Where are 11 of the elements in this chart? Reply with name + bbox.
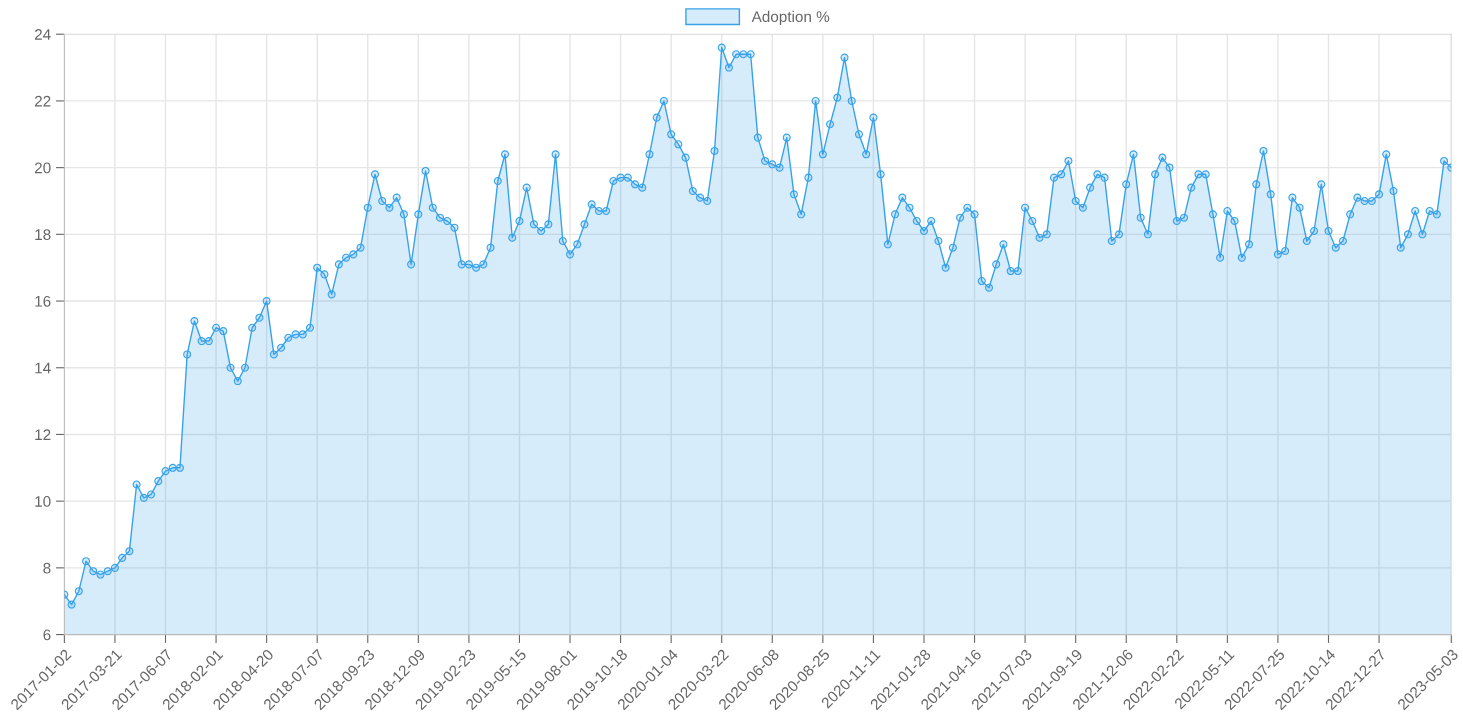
y-tick-label: 6 <box>43 629 51 641</box>
y-tick-label: 12 <box>35 429 51 440</box>
legend-label: Adoption % <box>751 10 830 26</box>
y-tick-label: 10 <box>35 496 51 507</box>
y-tick-label: 20 <box>34 162 51 174</box>
y-tick-label: 22 <box>34 95 51 107</box>
y-tick-label: 14 <box>35 362 51 374</box>
y-tick-label: 16 <box>35 295 51 307</box>
y-tick-label: 8 <box>43 562 51 574</box>
y-tick-label: 18 <box>35 229 51 241</box>
y-tick-label: 24 <box>34 29 51 40</box>
